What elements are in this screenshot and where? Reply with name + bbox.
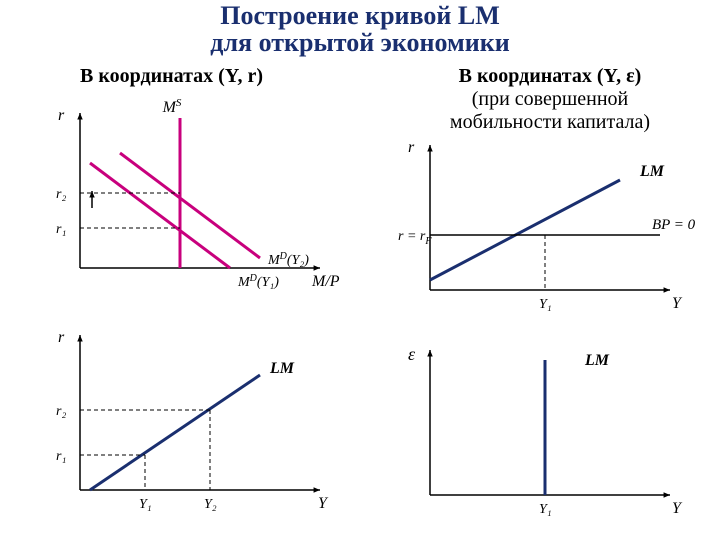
svg-text:Y₁: Y₁ (539, 502, 552, 517)
svg-text:Y: Y (318, 495, 329, 512)
svg-text:r = rF: r = rF (398, 229, 432, 247)
svg-text:r: r (58, 107, 65, 124)
svg-text:Y: Y (672, 295, 683, 312)
svg-text:r₂: r₂ (56, 187, 66, 202)
svg-text:r₂: r₂ (56, 404, 66, 419)
panel-money-market: r M/P MS MD(Y₂) MD(Y₁) r₂ r₁ (56, 97, 340, 290)
svg-text:LM: LM (269, 360, 295, 377)
svg-text:Y₁: Y₁ (139, 497, 152, 512)
svg-text:r₁: r₁ (56, 449, 66, 464)
svg-text:Y₁: Y₁ (539, 297, 552, 312)
svg-text:BP = 0: BP = 0 (652, 217, 696, 233)
svg-text:LM: LM (639, 163, 665, 180)
svg-text:M/P: M/P (311, 273, 340, 290)
svg-text:MD(Y₁): MD(Y₁) (237, 273, 279, 290)
svg-text:r: r (408, 139, 415, 156)
svg-text:MS: MS (162, 97, 182, 116)
svg-text:ε: ε (408, 344, 416, 364)
panel-lm-eps: ε Y LM Y₁ (408, 344, 683, 517)
svg-text:LM: LM (584, 352, 610, 369)
svg-text:MD(Y₂): MD(Y₂) (267, 251, 309, 268)
diagram-canvas: r M/P MS MD(Y₂) MD(Y₁) r₂ r₁ r Y LM r₁ r₂ Y₁ Y₂ r Y LM BP… (0, 0, 720, 540)
svg-text:Y₂: Y₂ (204, 497, 217, 512)
panel-lm-yr: r Y LM r₁ r₂ Y₁ Y₂ (56, 329, 329, 512)
svg-text:r₁: r₁ (56, 222, 66, 237)
panel-lm-bp: r Y LM BP = 0 r = rF Y₁ (398, 139, 696, 312)
svg-text:r: r (58, 329, 65, 346)
svg-text:Y: Y (672, 500, 683, 517)
